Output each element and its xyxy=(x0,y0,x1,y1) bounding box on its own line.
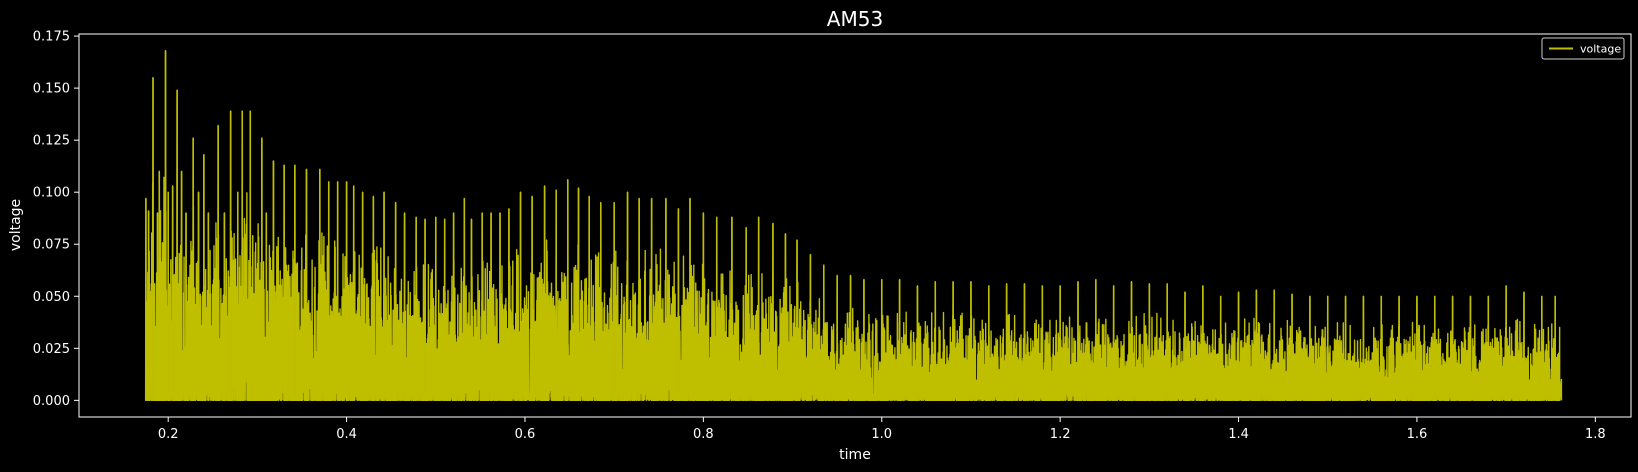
y-tick-label: 0.075 xyxy=(33,238,70,253)
x-tick-label: 1.2 xyxy=(1050,427,1071,442)
y-axis: 0.000 0.025 0.050 0.075 0.100 0.125 0.150 0.175 xyxy=(33,30,79,409)
y-tick-label: 0.050 xyxy=(33,290,70,305)
x-axis-label: time xyxy=(839,447,871,463)
y-tick-label: 0.175 xyxy=(33,30,70,45)
x-axis: 0.2 0.4 0.6 0.8 1.0 1.2 1.4 1.6 1.8 xyxy=(158,417,1606,442)
legend-label-voltage: voltage xyxy=(1580,43,1621,56)
x-tick-label: 1.8 xyxy=(1585,427,1606,442)
x-tick-label: 0.8 xyxy=(693,427,714,442)
legend: voltage xyxy=(1541,37,1625,60)
y-tick-label: 0.125 xyxy=(33,134,70,149)
plot-frame xyxy=(78,33,1632,418)
x-tick-label: 0.2 xyxy=(158,427,179,442)
x-tick-label: 0.4 xyxy=(336,427,357,442)
y-tick-label: 0.000 xyxy=(33,394,70,409)
y-tick-label: 0.150 xyxy=(33,82,70,97)
y-axis-label: voltage xyxy=(8,199,24,251)
plot-area xyxy=(144,49,1563,402)
chart-title: AM53 xyxy=(827,7,883,31)
y-tick-label: 0.025 xyxy=(33,342,70,357)
x-tick-label: 1.0 xyxy=(871,427,892,442)
legend-box xyxy=(1541,37,1625,60)
y-tick-label: 0.100 xyxy=(33,186,70,201)
x-tick-label: 0.6 xyxy=(515,427,536,442)
series-voltage xyxy=(144,49,1563,402)
series-voltage-line xyxy=(144,49,1563,402)
x-tick-label: 1.6 xyxy=(1407,427,1428,442)
x-tick-label: 1.4 xyxy=(1228,427,1249,442)
